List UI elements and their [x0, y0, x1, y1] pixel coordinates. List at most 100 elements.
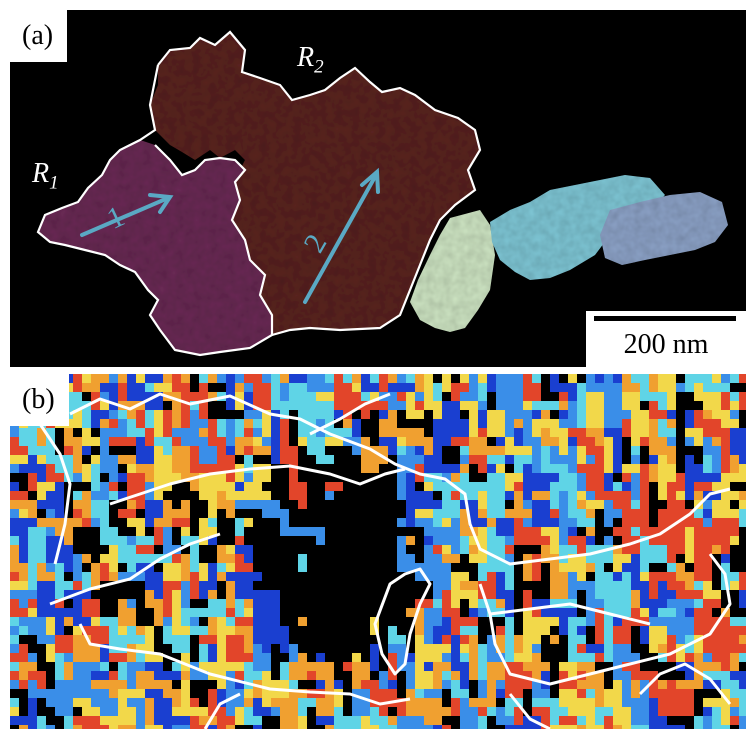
map-pixel: [676, 716, 685, 725]
map-pixel: [226, 518, 235, 527]
map-pixel: [154, 653, 163, 662]
map-pixel: [721, 419, 730, 428]
map-pixel: [298, 563, 307, 572]
map-pixel: [46, 689, 55, 698]
map-pixel: [316, 428, 325, 437]
map-pixel: [343, 527, 352, 536]
map-pixel: [514, 635, 523, 644]
map-pixel: [649, 545, 658, 554]
map-pixel: [397, 680, 406, 689]
map-pixel: [658, 464, 667, 473]
map-pixel: [208, 527, 217, 536]
map-pixel: [199, 437, 208, 446]
map-pixel: [694, 599, 703, 608]
map-pixel: [604, 671, 613, 680]
map-pixel: [604, 599, 613, 608]
map-pixel: [388, 644, 397, 653]
map-pixel: [28, 626, 37, 635]
map-pixel: [514, 500, 523, 509]
map-pixel: [217, 518, 226, 527]
map-pixel: [559, 671, 568, 680]
map-pixel: [523, 464, 532, 473]
map-pixel: [289, 662, 298, 671]
map-pixel: [730, 725, 739, 729]
map-pixel: [550, 626, 559, 635]
map-pixel: [730, 428, 739, 437]
map-pixel: [82, 554, 91, 563]
map-pixel: [334, 491, 343, 500]
map-pixel: [334, 716, 343, 725]
map-pixel: [262, 428, 271, 437]
map-pixel: [568, 590, 577, 599]
map-pixel: [613, 509, 622, 518]
map-pixel: [496, 563, 505, 572]
map-pixel: [199, 392, 208, 401]
map-pixel: [739, 725, 746, 729]
map-pixel: [253, 392, 262, 401]
map-pixel: [676, 383, 685, 392]
map-pixel: [676, 509, 685, 518]
map-pixel: [136, 653, 145, 662]
map-pixel: [460, 698, 469, 707]
map-pixel: [298, 680, 307, 689]
map-pixel: [19, 608, 28, 617]
map-pixel: [514, 527, 523, 536]
map-pixel: [226, 473, 235, 482]
map-pixel: [19, 581, 28, 590]
map-pixel: [208, 662, 217, 671]
map-pixel: [523, 473, 532, 482]
map-pixel: [352, 653, 361, 662]
map-pixel: [739, 446, 746, 455]
map-pixel: [118, 608, 127, 617]
map-pixel: [721, 554, 730, 563]
map-pixel: [631, 428, 640, 437]
map-pixel: [658, 455, 667, 464]
map-pixel: [262, 662, 271, 671]
map-pixel: [433, 689, 442, 698]
map-pixel: [451, 374, 460, 383]
map-pixel: [685, 635, 694, 644]
map-pixel: [622, 428, 631, 437]
map-pixel: [442, 491, 451, 500]
map-pixel: [433, 680, 442, 689]
map-pixel: [262, 608, 271, 617]
map-pixel: [208, 725, 217, 729]
map-pixel: [91, 392, 100, 401]
map-pixel: [406, 698, 415, 707]
map-pixel: [469, 437, 478, 446]
map-pixel: [379, 500, 388, 509]
map-pixel: [208, 491, 217, 500]
map-pixel: [37, 455, 46, 464]
map-pixel: [172, 707, 181, 716]
map-pixel: [100, 554, 109, 563]
map-pixel: [370, 536, 379, 545]
map-pixel: [667, 446, 676, 455]
map-pixel: [352, 590, 361, 599]
map-pixel: [388, 725, 397, 729]
map-pixel: [712, 374, 721, 383]
map-pixel: [46, 725, 55, 729]
map-pixel: [361, 608, 370, 617]
map-pixel: [649, 626, 658, 635]
map-pixel: [730, 518, 739, 527]
map-pixel: [721, 617, 730, 626]
map-pixel: [217, 617, 226, 626]
map-pixel: [289, 383, 298, 392]
map-pixel: [613, 671, 622, 680]
map-pixel: [172, 698, 181, 707]
map-pixel: [109, 392, 118, 401]
map-pixel: [253, 383, 262, 392]
map-pixel: [370, 518, 379, 527]
map-pixel: [181, 698, 190, 707]
map-pixel: [478, 599, 487, 608]
map-pixel: [550, 662, 559, 671]
map-pixel: [163, 599, 172, 608]
map-pixel: [172, 536, 181, 545]
map-pixel: [532, 473, 541, 482]
map-pixel: [100, 680, 109, 689]
map-pixel: [712, 599, 721, 608]
map-pixel: [280, 482, 289, 491]
map-pixel: [442, 572, 451, 581]
map-pixel: [46, 491, 55, 500]
map-pixel: [388, 716, 397, 725]
